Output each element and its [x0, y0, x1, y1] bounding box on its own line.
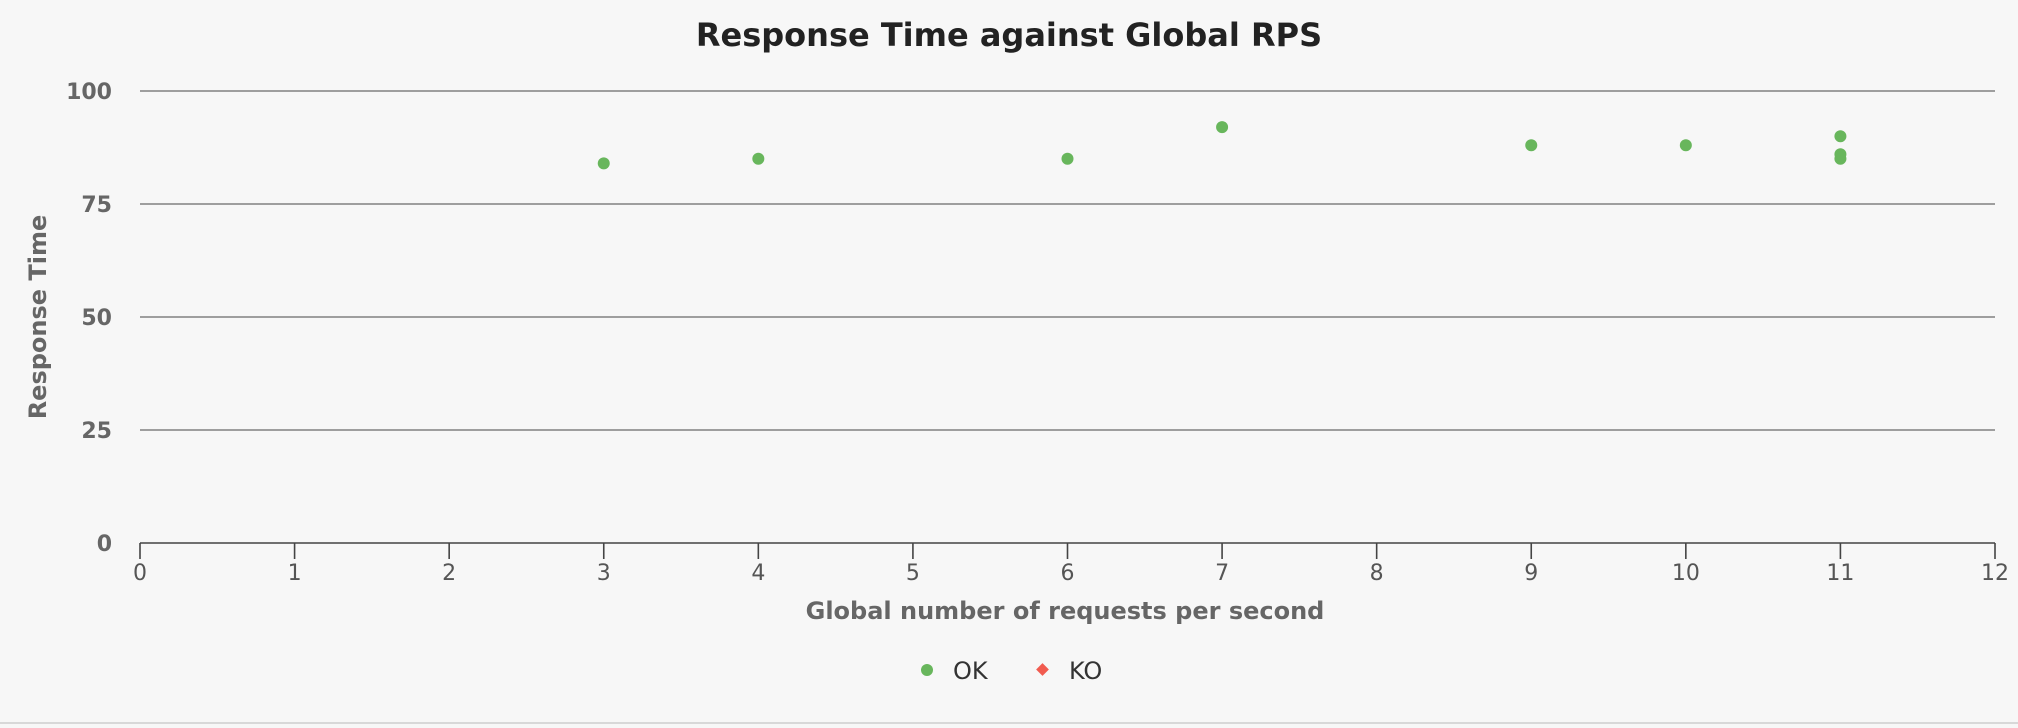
legend-item-ok[interactable]: OK	[921, 657, 989, 685]
y-axis-label: Response Time	[24, 215, 52, 420]
data-point-ok[interactable]	[752, 152, 765, 165]
data-point-ok[interactable]	[1216, 121, 1229, 134]
x-tick-label: 1	[288, 561, 302, 586]
y-tick-label: 50	[81, 306, 112, 331]
x-tick-label: 11	[1826, 561, 1854, 586]
data-point-ok[interactable]	[1679, 139, 1692, 152]
legend-ko-label: KO	[1069, 657, 1102, 685]
x-tick-label: 2	[442, 561, 456, 586]
data-point-ok[interactable]	[1061, 152, 1074, 165]
gridlines	[140, 90, 1995, 431]
x-tick-label: 3	[597, 561, 611, 586]
y-tick-label: 100	[66, 80, 112, 105]
x-tick-label: 4	[751, 561, 765, 586]
x-tick-label: 9	[1524, 561, 1538, 586]
x-tick-label: 12	[1981, 561, 2009, 586]
data-point-ok[interactable]	[1834, 152, 1847, 165]
x-tick-label: 10	[1672, 561, 1700, 586]
legend: OK KO	[921, 657, 1102, 685]
x-tick-label: 5	[906, 561, 920, 586]
data-point-ok[interactable]	[1834, 130, 1847, 143]
y-tick-label: 25	[81, 419, 112, 444]
data-point-ok[interactable]	[597, 157, 610, 170]
data-points	[597, 121, 1847, 170]
frame-edge	[0, 722, 2018, 724]
y-tick-label: 75	[81, 193, 112, 218]
legend-item-ko[interactable]: KO	[1036, 657, 1102, 685]
x-axis-label: Global number of requests per second	[806, 597, 1325, 625]
chart-title: Response Time against Global RPS	[696, 16, 1322, 54]
x-tick-label: 7	[1215, 561, 1229, 586]
data-point-ok[interactable]	[1525, 139, 1538, 152]
legend-ok-label: OK	[953, 657, 989, 685]
y-tick-label: 0	[97, 532, 112, 557]
x-axis: 0 1 2 3 4 5 6 7 8 9 10 11 12	[133, 542, 2009, 586]
legend-ok-marker	[921, 664, 933, 676]
x-tick-label: 6	[1061, 561, 1075, 586]
x-tick-label: 0	[133, 561, 147, 586]
legend-ko-marker	[1036, 663, 1049, 676]
y-axis-ticks: 0 25 50 75 100	[66, 80, 112, 557]
x-tick-label: 8	[1370, 561, 1384, 586]
